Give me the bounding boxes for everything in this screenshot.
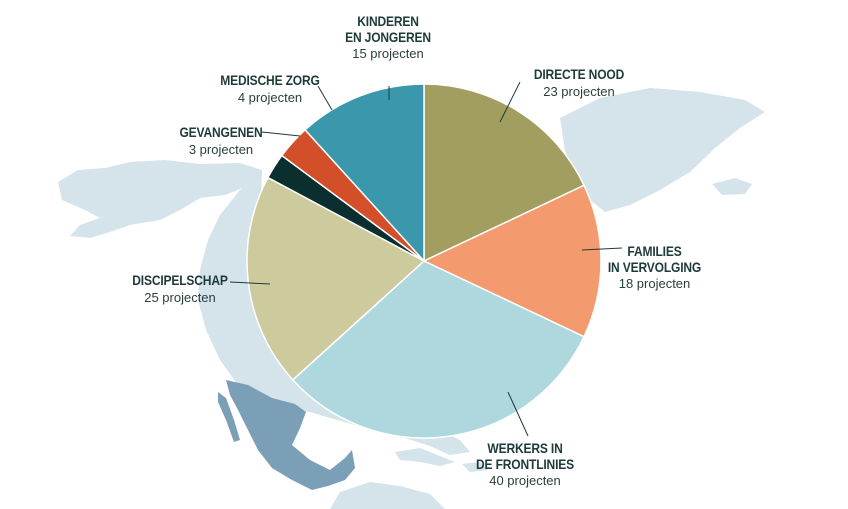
- label-families-in-vervolging: FAMILIES IN VERVOLGING 18 projecten: [592, 243, 717, 292]
- leader-line-3: [229, 281, 271, 285]
- label-werkers-in-de-frontlinies: WERKERS IN DE FRONTLINIES 40 projecten: [460, 440, 590, 489]
- label-kinderen-count: 15 projecten: [352, 46, 424, 62]
- label-medische-zorg-count: 4 projecten: [237, 89, 303, 105]
- map-region-mexico: [226, 380, 355, 490]
- map-region-alaska: [58, 160, 262, 238]
- map-region-south-america-top: [330, 482, 445, 509]
- leader-line-0: [499, 81, 521, 123]
- label-directe-nood-count: 23 projecten: [543, 83, 615, 99]
- label-discipelschap: DISCIPELSCHAP 25 projecten: [118, 272, 242, 305]
- label-gevangenen-title: GEVANGENEN: [179, 124, 263, 140]
- label-directe-nood: DIRECTE NOOD 23 projecten: [514, 66, 644, 99]
- label-discipelschap-title: DISCIPELSCHAP: [132, 272, 228, 288]
- label-families-count: 18 projecten: [618, 276, 691, 292]
- map-region-caribbean: [395, 448, 488, 472]
- leader-line-5: [317, 85, 333, 111]
- label-medische-zorg-title: MEDISCHE ZORG: [220, 72, 320, 88]
- label-discipelschap-count: 25 projecten: [144, 289, 216, 305]
- label-kinderen-title: KINDEREN EN JONGEREN: [345, 13, 431, 45]
- label-families-title: FAMILIES IN VERVOLGING: [607, 243, 702, 275]
- map-region-north-america: [198, 170, 470, 455]
- map-region-baja: [218, 392, 240, 442]
- label-directe-nood-title: DIRECTE NOOD: [533, 66, 625, 82]
- map-region-iceland: [712, 178, 752, 195]
- label-kinderen-en-jongeren: KINDEREN EN JONGEREN 15 projecten: [326, 13, 450, 62]
- label-gevangenen: GEVANGENEN 3 projecten: [165, 124, 277, 157]
- leader-line-1: [581, 247, 623, 251]
- map-region-greenland: [560, 88, 765, 212]
- label-medische-zorg: MEDISCHE ZORG 4 projecten: [208, 72, 332, 105]
- label-gevangenen-count: 3 projecten: [188, 141, 254, 157]
- leader-lines: [229, 81, 623, 437]
- label-werkers-title: WERKERS IN DE FRONTLINIES: [476, 440, 574, 472]
- pie-slice-1: [422, 184, 602, 338]
- pie-slice-0: [423, 83, 586, 263]
- pie-slices: [246, 83, 602, 439]
- label-werkers-count: 40 projecten: [489, 473, 561, 489]
- pie-slice-2: [291, 260, 586, 439]
- pie-slice-6: [304, 83, 425, 263]
- leader-line-4: [261, 131, 301, 137]
- leader-line-2: [507, 391, 529, 437]
